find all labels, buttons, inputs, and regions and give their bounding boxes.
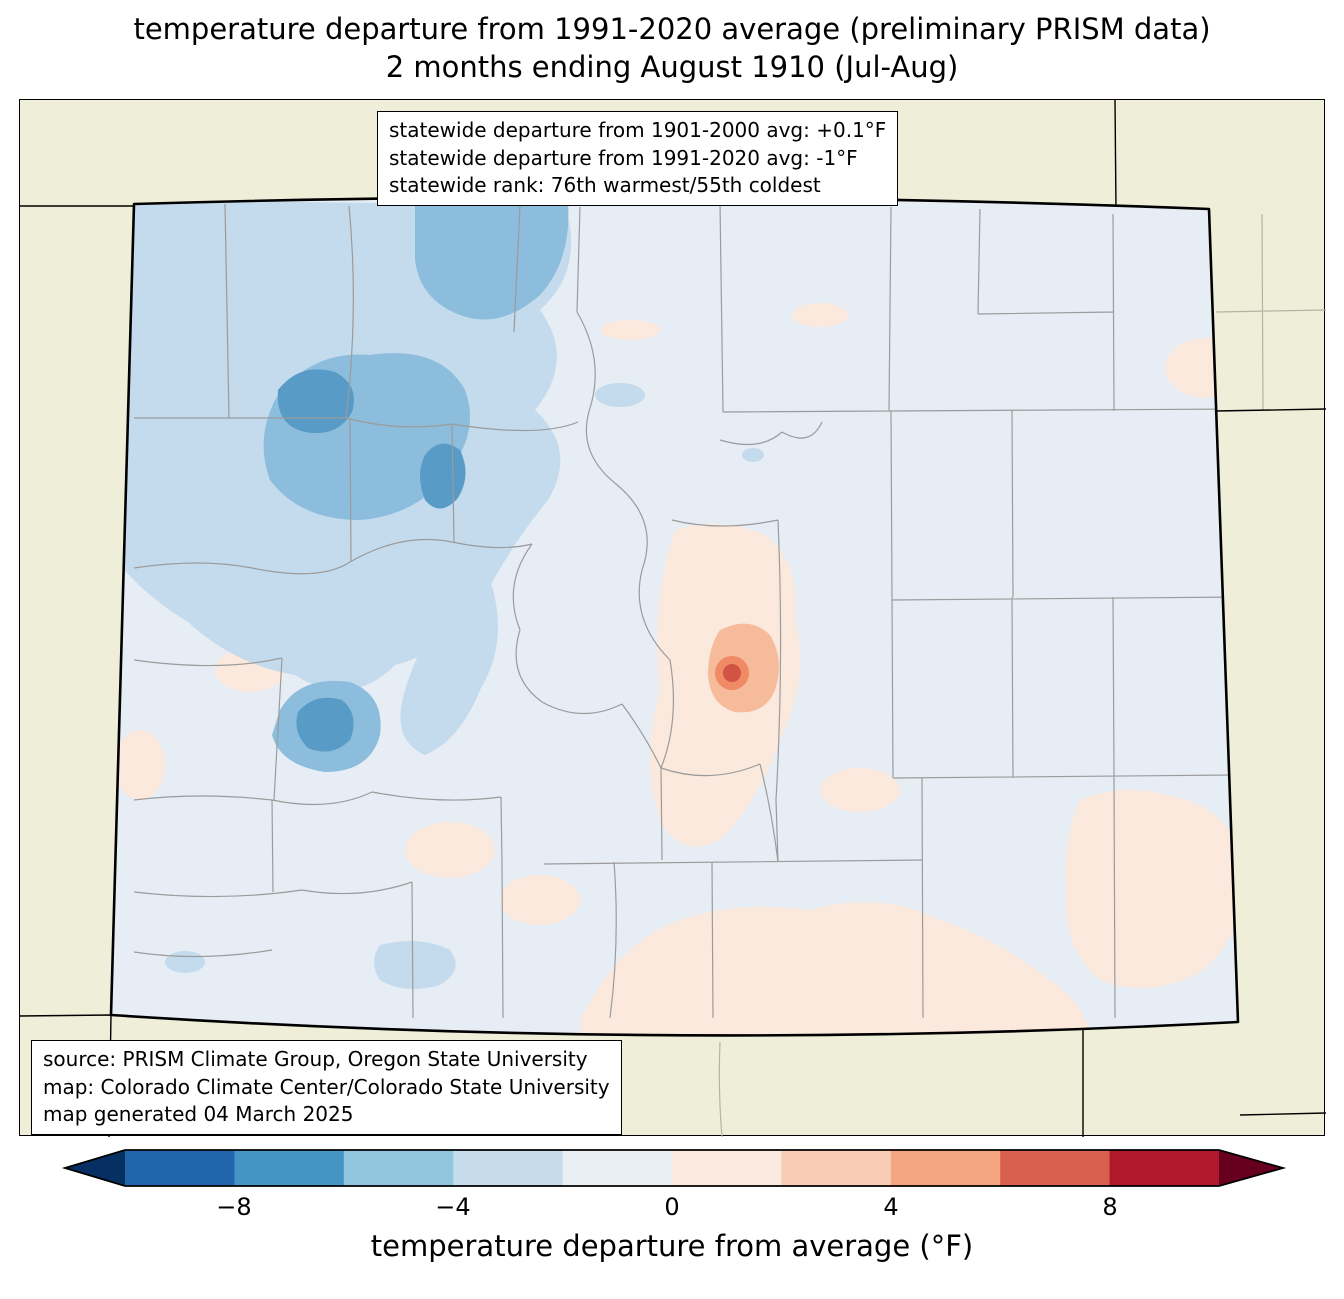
map-credit-line: map: Colorado Climate Center/Colorado St… [43,1074,610,1099]
neighbor-state-borders [20,100,1326,1137]
colorbar-segments [125,1150,1220,1186]
colorbar-segment [672,1150,782,1186]
map-title-line2: 2 months ending August 1910 (Jul-Aug) [385,50,959,84]
colorbar-axis-label: temperature departure from average (°F) [370,1229,974,1263]
source-attribution-box: source: PRISM Climate Group, Oregon Stat… [31,1040,622,1135]
colorbar-segment [781,1150,892,1186]
colorado-anomaly-map [20,100,1326,1137]
map-area: statewide departure from 1901-2000 avg: … [19,99,1326,1137]
colorbar-segment [234,1150,345,1186]
stats-line-rank: statewide rank: 76th warmest/55th coldes… [389,173,821,197]
colorbar-tick-neg8: −8 [216,1193,252,1221]
warm-core-patches [708,623,779,713]
colorbar-outline [61,1149,1287,1187]
generated-date-line: map generated 04 March 2025 [43,1102,354,1126]
source-line: source: PRISM Climate Group, Oregon Stat… [43,1047,588,1071]
colorbar-tick-zero: 0 [664,1193,680,1221]
warmest-core [723,664,741,682]
colorbar-segment [1000,1150,1111,1186]
neighbor-county-borders [718,213,1326,1137]
stats-line-1991-2020: statewide departure from 1991-2020 avg: … [389,145,858,170]
stats-line-1901-2000: statewide departure from 1901-2000 avg: … [389,118,887,142]
cool-anomaly-patches [120,200,764,989]
county-borders [133,202,1238,1019]
colorbar-segment [453,1150,564,1186]
statewide-stats-box: statewide departure from 1901-2000 avg: … [377,111,899,206]
colorbar-segment [890,1150,1001,1186]
colorbar: −8 −4 0 4 8 temperature departure from a… [0,1147,1344,1297]
colorbar-right-arrow [1219,1150,1283,1186]
map-title-line1: temperature departure from 1991-2020 ave… [133,12,1211,46]
colorbar-segment [562,1150,673,1186]
colorbar-segment [1109,1150,1220,1186]
colorbar-segment [343,1150,454,1186]
map-title: temperature departure from 1991-2020 ave… [0,10,1344,86]
colorbar-left-arrow [65,1150,125,1186]
colorbar-segment [125,1150,235,1186]
colorbar-svg [61,1149,1287,1187]
colorbar-tick-neg4: −4 [435,1193,471,1221]
colorbar-tick-pos8: 8 [1102,1193,1118,1221]
colorbar-tick-pos4: 4 [883,1193,899,1221]
